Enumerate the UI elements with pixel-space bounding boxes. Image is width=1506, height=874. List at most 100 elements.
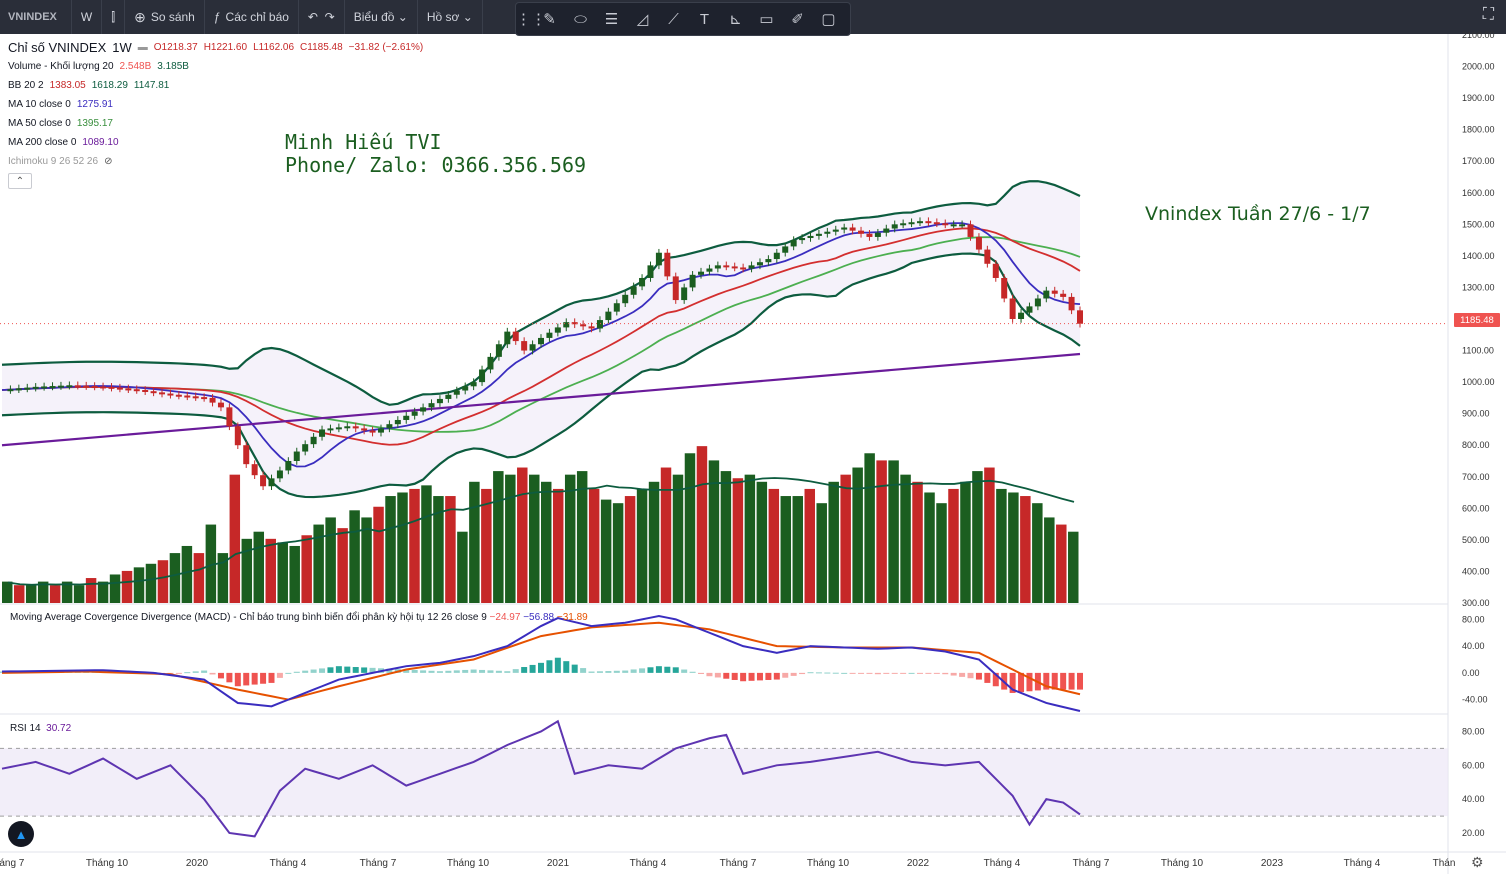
candle bbox=[142, 390, 149, 392]
macd-histogram-bar bbox=[588, 671, 595, 673]
macd-histogram-bar bbox=[293, 671, 300, 673]
macd-histogram-bar bbox=[184, 672, 191, 674]
macd-histogram-bar bbox=[268, 672, 275, 683]
legend-ichimoku[interactable]: Ichimoku 9 26 52 26 ⊘ bbox=[8, 152, 423, 171]
candle bbox=[7, 389, 14, 392]
volume-bar bbox=[397, 492, 408, 603]
fib-icon[interactable]: ⊾ bbox=[729, 11, 742, 28]
candle bbox=[344, 426, 351, 429]
candle bbox=[748, 265, 755, 269]
chart-layout-button[interactable]: Biểu đồ ⌄ bbox=[345, 0, 418, 34]
macd-legend[interactable]: Moving Average Covergence Divergence (MA… bbox=[10, 612, 588, 623]
candle bbox=[807, 235, 814, 239]
volume-bar bbox=[433, 496, 444, 603]
candle bbox=[681, 287, 688, 301]
volume-bar bbox=[469, 481, 480, 603]
volume-bar bbox=[205, 524, 217, 603]
last-price-badge: 1185.48 bbox=[1454, 313, 1500, 327]
candle bbox=[394, 419, 401, 425]
macd-histogram-bar bbox=[7, 671, 14, 673]
macd-histogram-bar bbox=[479, 669, 486, 673]
candle bbox=[335, 427, 342, 430]
legend-dot-icon[interactable]: ▬ bbox=[137, 42, 148, 53]
lines-icon[interactable]: ☰ bbox=[604, 11, 619, 28]
window-controls: ⛶ bbox=[1483, 6, 1494, 24]
macd-histogram-bar bbox=[386, 668, 393, 673]
volume-bar bbox=[73, 585, 85, 603]
time-tick-label: 2021 bbox=[547, 858, 570, 869]
trendline-icon[interactable]: ⟋ bbox=[668, 10, 679, 28]
profile-button[interactable]: Hồ sơ ⌄ bbox=[418, 0, 483, 34]
candle bbox=[74, 385, 81, 388]
interval-button[interactable]: W bbox=[72, 0, 103, 34]
candle bbox=[849, 227, 856, 231]
candle bbox=[1001, 277, 1008, 299]
legend-ma200[interactable]: MA 200 close 0 1089.10 bbox=[8, 137, 119, 148]
rsi-tick-label: 20.00 bbox=[1462, 828, 1485, 838]
macd-histogram-bar bbox=[24, 671, 31, 673]
fullscreen-icon[interactable]: ⛶ bbox=[1482, 6, 1494, 23]
candle bbox=[310, 436, 317, 445]
drag-handle-icon[interactable]: ⋮⋮ bbox=[516, 11, 546, 28]
volume-bar bbox=[912, 481, 923, 603]
bollinger-band-fill bbox=[2, 181, 1080, 498]
ellipse-icon[interactable]: ⬭ bbox=[574, 10, 587, 28]
volume-bar bbox=[708, 460, 720, 603]
candle bbox=[100, 386, 107, 389]
candle bbox=[942, 223, 949, 226]
redo-icon[interactable]: ↷ bbox=[324, 10, 335, 24]
text-icon[interactable]: T bbox=[699, 10, 710, 28]
bar-style-button[interactable]: ⫿ bbox=[102, 0, 126, 34]
candle bbox=[495, 344, 502, 357]
undo-icon[interactable]: ↶ bbox=[307, 10, 318, 24]
legend-ma50[interactable]: MA 50 close 0 1395.17 bbox=[8, 118, 113, 129]
pen-icon[interactable]: ✐ bbox=[791, 11, 804, 28]
collapse-legend-button[interactable]: ⌃ bbox=[8, 173, 32, 189]
hidden-eye-icon[interactable]: ⊘ bbox=[104, 156, 113, 167]
volume-bar bbox=[732, 478, 744, 603]
candle bbox=[782, 246, 789, 253]
macd-histogram-bar bbox=[285, 672, 292, 674]
volume-bar bbox=[984, 467, 995, 603]
candle bbox=[403, 415, 410, 420]
price-tick-label: 700.00 bbox=[1462, 472, 1490, 482]
compare-button[interactable]: ⊕ So sánh bbox=[125, 0, 205, 34]
candle bbox=[655, 252, 662, 266]
macd-histogram-bar bbox=[1034, 672, 1041, 691]
candle bbox=[622, 294, 629, 304]
gear-icon[interactable]: ⚙ bbox=[1471, 854, 1484, 870]
rsi-legend[interactable]: RSI 14 30.72 bbox=[10, 723, 72, 734]
ma50-line bbox=[1, 236, 1081, 433]
comment-icon[interactable]: ▢ bbox=[821, 11, 836, 28]
legend-ma10[interactable]: MA 10 close 0 1275.91 bbox=[8, 99, 113, 110]
macd-histogram-bar bbox=[698, 672, 705, 674]
volume-bar bbox=[505, 474, 516, 603]
candle bbox=[41, 386, 48, 389]
volume-bar bbox=[864, 453, 875, 603]
brush-icon[interactable]: ✎ bbox=[543, 11, 556, 28]
tradingview-logo-icon[interactable]: ▲ bbox=[8, 821, 34, 847]
angle-icon[interactable]: ◿ bbox=[636, 11, 649, 28]
undo-redo[interactable]: ↶ ↷ bbox=[299, 0, 345, 34]
candle bbox=[563, 322, 570, 328]
candle bbox=[554, 327, 561, 333]
candle bbox=[184, 395, 191, 398]
macd-line bbox=[1, 615, 1081, 712]
volume-bar bbox=[265, 538, 276, 603]
rectangle-icon[interactable]: ▭ bbox=[759, 11, 774, 28]
volume-bar bbox=[229, 474, 241, 603]
macd-histogram-bar bbox=[91, 671, 98, 673]
candle bbox=[57, 385, 64, 388]
price-tick-label: 500.00 bbox=[1462, 535, 1490, 545]
legend-volume[interactable]: Volume - Khối lượng 20 2.548B 3.185B bbox=[8, 61, 189, 72]
macd-histogram-bar bbox=[563, 661, 570, 673]
macd-histogram-bar bbox=[605, 671, 612, 673]
rsi-line bbox=[1, 719, 1081, 838]
macd-histogram-bar bbox=[175, 672, 182, 674]
volume-bar bbox=[672, 474, 684, 603]
price-tick-label: 600.00 bbox=[1462, 503, 1490, 513]
indicators-button[interactable]: ƒ Các chỉ báo bbox=[205, 0, 299, 34]
legend-bb[interactable]: BB 20 2 1383.05 1618.29 1147.81 bbox=[8, 80, 170, 91]
macd-histogram-bar bbox=[108, 671, 115, 673]
symbol-search[interactable]: VNINDEX bbox=[0, 0, 72, 34]
